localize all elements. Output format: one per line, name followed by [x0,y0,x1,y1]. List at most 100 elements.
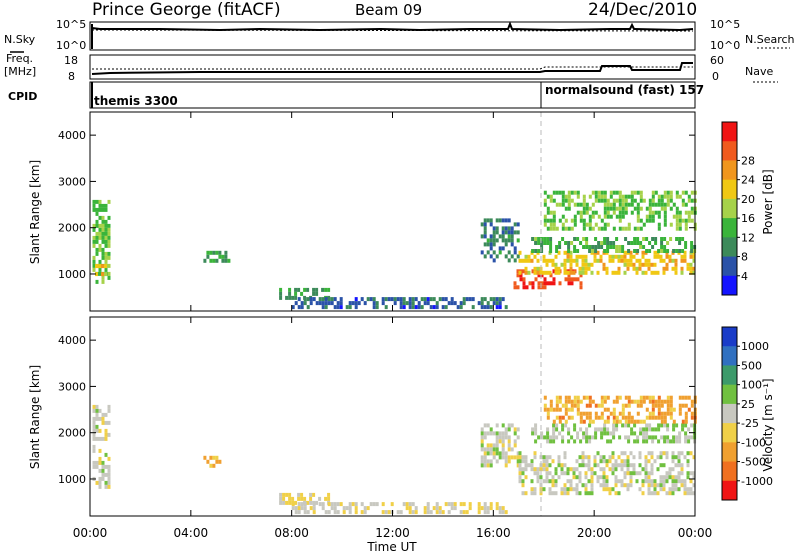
velocity-data-cell [558,395,562,400]
power-colorbar-tick-label: 16 [741,212,755,225]
power-data-cell [575,258,579,263]
velocity-data-cell [518,459,522,464]
power-data-cell [663,190,667,195]
velocity-data-cell [354,506,358,511]
velocity-data-cell [597,403,601,408]
power-data-cell [563,270,567,275]
power-data-cell [611,254,615,259]
power-data-cell [585,241,589,245]
power-data-cell [522,269,526,274]
velocity-data-cell [672,419,676,424]
power-data-cell [567,241,571,245]
power-data-cell [690,218,694,223]
velocity-data-cell [285,492,289,497]
power-data-cell [330,301,334,306]
power-data-cell [375,301,379,306]
power-data-cell [549,237,553,241]
velocity-data-cell [573,427,577,432]
power-data-cell [591,249,595,253]
velocity-data-cell [605,463,609,468]
velocity-data-cell [594,415,598,420]
power-data-cell [545,258,549,263]
power-data-cell [665,266,669,271]
power-data-cell [678,218,682,223]
power-data-cell [495,226,499,231]
power-data-cell [567,226,571,231]
power-data-cell [654,241,658,245]
power-data-cell [306,297,310,302]
power-data-cell [483,230,487,235]
power-data-cell [486,301,490,306]
velocity-data-cell [351,502,355,507]
velocity-data-cell [630,427,634,432]
power-data-cell [552,218,556,223]
power-data-cell [417,301,421,306]
velocity-data-cell [680,451,684,456]
velocity-data-cell [536,467,540,472]
power-data-cell [402,297,406,302]
velocity-data-cell [677,459,681,464]
power-data-cell [621,226,625,231]
velocity-data-cell [651,427,655,432]
velocity-colorbar-tick-label: 1000 [741,340,769,353]
velocity-data-cell [665,479,669,484]
velocity-data-cell [572,487,576,492]
velocity-data-cell [294,510,298,515]
power-data-cell [209,250,213,255]
velocity-data-cell [462,502,466,507]
velocity-data-cell [101,476,105,481]
velocity-data-cell [513,443,517,448]
velocity-data-cell [663,423,667,428]
power-data-cell [689,262,693,267]
velocity-data-cell [660,419,664,424]
power-data-cell [615,249,619,253]
velocity-data-cell [606,439,610,444]
power-data-cell [95,251,99,256]
velocity-data-cell [92,424,96,429]
velocity-data-cell [543,407,547,412]
velocity-data-cell [588,399,592,404]
power-data-cell [582,202,586,207]
power-data-cell [483,222,487,227]
velocity-data-cell [107,476,111,481]
power-data-cell [315,291,319,296]
velocity-data-cell [600,415,604,420]
velocity-data-cell [629,483,633,488]
power-data-cell [603,194,607,199]
power-data-cell [600,241,604,245]
velocity-data-cell [435,502,439,507]
power-data-cell [672,249,676,253]
velocity-data-cell [285,500,289,505]
power-data-cell [663,218,667,223]
velocity-data-cell [668,491,672,496]
power-data-cell [614,254,618,259]
power-data-cell [546,281,550,286]
velocity-data-cell [641,483,645,488]
power-data-cell [543,281,547,286]
velocity-data-cell [107,468,111,473]
power-data-cell [381,301,385,306]
velocity-data-cell [627,395,631,400]
power-data-cell [591,202,595,207]
velocity-data-cell [504,435,508,440]
velocity-data-cell [654,403,658,408]
power-data-cell [621,210,625,215]
velocity-data-cell [690,423,694,428]
power-data-cell [683,254,687,259]
power-data-cell [623,262,627,267]
power-data-cell [564,241,568,245]
power-data-cell [603,206,607,211]
power-data-cell [408,301,412,306]
velocity-data-cell [92,416,96,421]
power-data-cell [651,190,655,195]
power-data-cell [540,245,544,249]
power-data-cell [596,258,600,263]
velocity-data-cell [653,487,657,492]
power-data-cell [104,264,107,269]
power-data-cell [101,215,105,220]
velocity-data-cell [576,431,580,436]
velocity-data-cell [684,403,688,408]
power-data-cell [659,254,663,259]
power-data-cell [642,245,646,249]
power-data-cell [492,297,496,302]
